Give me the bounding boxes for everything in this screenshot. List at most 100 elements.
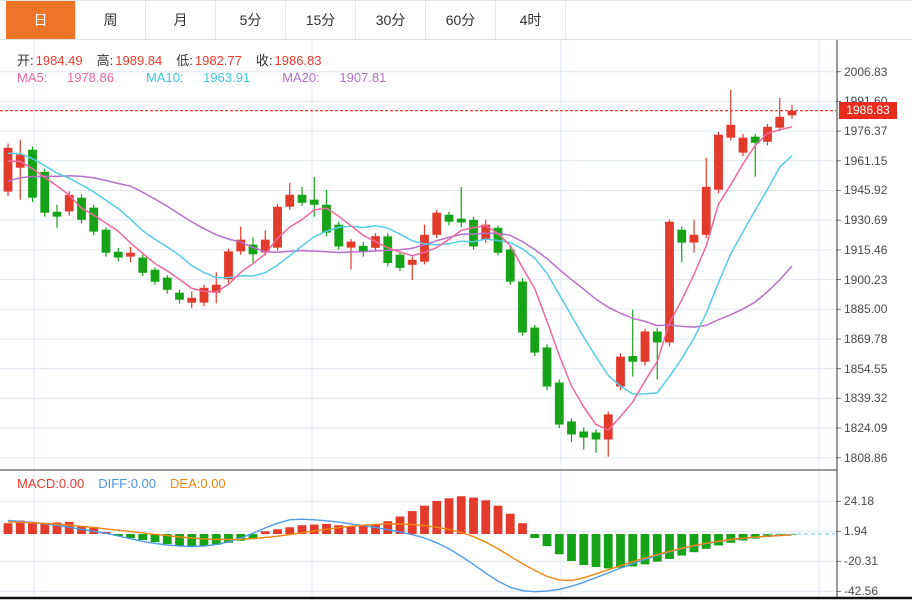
candle-body: [64, 194, 74, 212]
low-value: 1982.77: [194, 53, 242, 68]
macd-bar: [518, 523, 527, 534]
macd-bar: [40, 523, 50, 534]
macd-bar: [444, 498, 454, 534]
macd-bar: [383, 521, 393, 534]
macd-bar: [113, 534, 123, 537]
macd-bar: [126, 534, 135, 539]
candle-body: [175, 292, 184, 300]
high-value: 1989.84: [115, 53, 163, 68]
candle-body: [3, 147, 13, 192]
ma5-legend: MA5: 1978.86: [17, 70, 114, 85]
macd-bar: [15, 520, 25, 534]
candle-body: [665, 221, 674, 343]
macd-bar: [138, 534, 148, 541]
candle-body: [726, 124, 736, 138]
tab-4hour[interactable]: 4时: [496, 1, 566, 39]
candle-body: [444, 214, 454, 222]
macd-bar: [162, 534, 172, 545]
macd-bar: [640, 534, 650, 565]
ma-legend: MA5: 1978.86 MA10: 1963.91 MA20: 1907.81: [17, 70, 418, 85]
candle-body: [554, 382, 564, 425]
candle-body: [346, 241, 356, 248]
macd-bar: [726, 534, 736, 543]
candle-body: [616, 356, 625, 387]
macd-bar: [456, 496, 466, 534]
tab-month[interactable]: 月: [146, 1, 216, 39]
macd-bar: [616, 534, 625, 568]
macd-bar: [297, 525, 307, 534]
candle-body: [628, 356, 638, 362]
ma10-legend: MA10: 1963.91: [145, 70, 251, 85]
candle-body: [579, 431, 589, 438]
current-price-label: 1986.83: [839, 102, 897, 119]
candle-body: [689, 234, 699, 243]
candle-body: [187, 297, 197, 303]
macd-bar: [432, 500, 442, 534]
macd-bar: [224, 534, 233, 543]
tab-60min[interactable]: 60分: [426, 1, 496, 39]
candle-body: [297, 194, 307, 203]
macd-bar: [371, 524, 380, 534]
macd-bar: [530, 534, 540, 539]
ma20-legend: MA20: 1907.81: [282, 70, 387, 85]
dea-line: [7, 521, 793, 582]
candle-body: [542, 347, 552, 387]
candle-body: [260, 239, 270, 253]
candle-body: [285, 194, 295, 207]
candle-body: [701, 186, 711, 235]
macd-bar: [481, 500, 491, 534]
period-tabbar: 日周月 5分 15分 30分 60分 4时: [0, 0, 912, 40]
tab-5min[interactable]: 5分: [216, 1, 286, 39]
ma20-line: [7, 174, 793, 328]
macd-bar: [554, 534, 564, 555]
candle-body: [334, 224, 344, 247]
candle-body: [456, 218, 466, 223]
macd-bar: [628, 534, 638, 567]
macd-value: MACD:0.00: [17, 476, 85, 491]
macd-bar: [28, 521, 37, 534]
candle-body: [150, 269, 160, 282]
candle-body: [52, 211, 62, 217]
candle-body: [273, 206, 282, 248]
candle-body: [358, 245, 368, 252]
candle-body: [530, 327, 540, 353]
candle-body: [113, 251, 123, 258]
macd-bar: [420, 505, 429, 534]
tab-week[interactable]: 周: [76, 1, 146, 39]
tab-day[interactable]: 日: [6, 1, 76, 39]
macd-bar: [248, 534, 258, 539]
macd-bar: [395, 516, 405, 534]
candle-body: [518, 281, 527, 333]
candle-body: [40, 171, 50, 213]
macd-bar: [469, 497, 478, 534]
macd-bar: [3, 523, 13, 534]
tab-15min[interactable]: 15分: [286, 1, 356, 39]
candle-body: [738, 137, 748, 153]
high-label: 高:: [96, 53, 114, 68]
macd-bar: [285, 527, 295, 534]
macd-bar: [273, 529, 282, 534]
macd-bar: [701, 534, 711, 549]
candle-body: [505, 249, 515, 282]
macd-bar: [407, 511, 417, 534]
diff-value: DIFF:0.00: [98, 476, 157, 491]
candle-body: [677, 229, 687, 243]
candle-body: [603, 414, 613, 440]
open-value: 1984.49: [35, 53, 83, 68]
candle-body: [750, 136, 760, 143]
macd-bar: [493, 505, 503, 534]
macd-bar: [150, 534, 160, 543]
macd-bar: [52, 522, 62, 534]
candle-body: [322, 204, 331, 233]
candle-body: [652, 331, 662, 343]
candle-body: [407, 259, 417, 265]
candle-body: [199, 287, 209, 303]
macd-bar: [175, 534, 184, 547]
macd-bar: [714, 534, 723, 546]
macd-bar: [677, 534, 687, 556]
tab-30min[interactable]: 30分: [356, 1, 426, 39]
candle-body: [28, 149, 37, 198]
macd-bar: [579, 534, 589, 566]
candle-body: [126, 252, 135, 257]
